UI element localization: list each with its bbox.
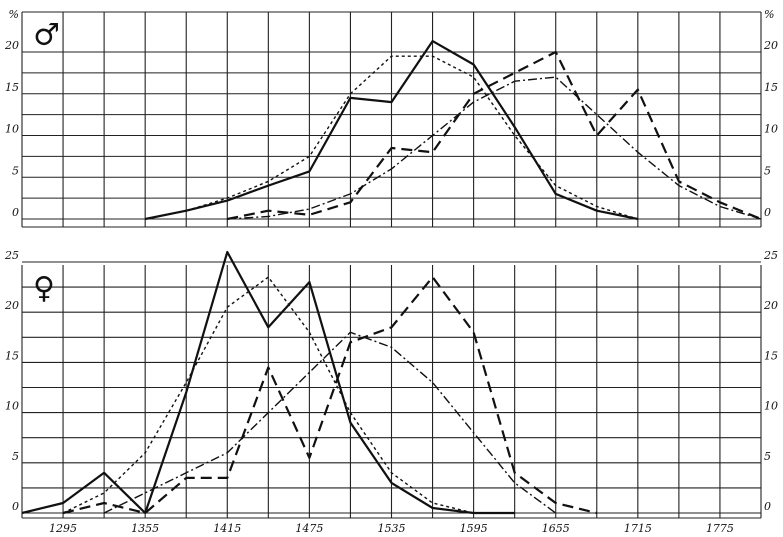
y-tick-label-right: 15	[764, 349, 778, 362]
male-symbol: ♂	[33, 18, 60, 53]
y-tick-label-right: 10	[764, 123, 778, 136]
y-tick-label-left: 0	[12, 206, 19, 219]
y-tick-label-left: 25	[4, 249, 19, 262]
y-tick-label-left: 0	[12, 500, 19, 513]
unit-label-left: %	[9, 8, 19, 21]
y-tick-label-right: 20	[763, 39, 778, 52]
series-line-dashed	[62, 276, 598, 515]
y-tick-label-left: 10	[5, 400, 19, 413]
x-tick-label: 1595	[460, 522, 488, 535]
y-tick-label-right: 25	[763, 249, 778, 262]
y-tick-label-right: 5	[764, 164, 771, 177]
series-line-dotted	[62, 276, 515, 514]
y-tick-label-left: 5	[12, 450, 19, 463]
y-tick-label-left: 20	[4, 299, 19, 312]
y-tick-label-left: 10	[5, 123, 19, 136]
y-tick-label-left: 15	[5, 81, 19, 94]
x-tick-label: 1355	[131, 522, 159, 535]
series-line-solid	[21, 250, 515, 515]
y-tick-label-right: 0	[764, 206, 771, 219]
x-tick-label: 1415	[213, 522, 241, 535]
y-tick-label-right: 0	[764, 500, 771, 513]
x-tick-label: 1655	[542, 522, 570, 535]
series-line-dash-dot	[103, 331, 557, 514]
male-panel: 0 5 10 15 20 0 5 10 15 20% % ♂	[4, 8, 778, 228]
x-tick-label: 1775	[706, 522, 734, 535]
female-panel: 0 5 10 15 20 25 0 5 10 15 20 25 ♀ 1295 1355 1415 1475 153…	[4, 249, 778, 535]
unit-label-right: %	[764, 8, 774, 21]
y-tick-label-left: 5	[12, 164, 19, 177]
x-tick-label: 1475	[295, 522, 323, 535]
y-tick-label-left: 15	[5, 349, 19, 362]
y-tick-label-right: 20	[763, 299, 778, 312]
female-symbol: ♀	[33, 271, 55, 306]
series-line-dotted	[145, 55, 639, 220]
x-tick-label: 1715	[624, 522, 652, 535]
series-line-dash-dot	[227, 76, 762, 220]
y-tick-label-right: 5	[764, 450, 771, 463]
series-line-dashed	[227, 50, 762, 221]
x-tick-label: 1535	[378, 522, 406, 535]
y-tick-label-right: 10	[764, 400, 778, 413]
series-line-solid	[144, 39, 639, 221]
y-tick-label-left: 20	[4, 39, 19, 52]
y-tick-label-right: 15	[764, 81, 778, 94]
x-tick-label: 1295	[49, 522, 77, 535]
